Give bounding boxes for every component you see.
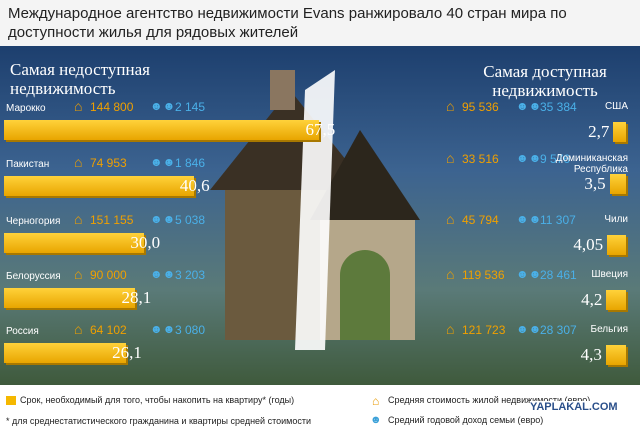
country: Доминиканская Республика (555, 153, 628, 175)
years-label: 4,3 (580, 345, 602, 364)
price: 144 800 (90, 100, 134, 114)
income: 3 080 (175, 323, 206, 337)
house-icon: ⌂ (74, 321, 83, 337)
income: 28 461 (540, 268, 577, 282)
income: 11 307 (540, 213, 576, 227)
footnote: * для среднестатистического гражданина и… (6, 416, 311, 426)
bar (609, 174, 626, 194)
price: 45 794 (462, 213, 499, 227)
country: Пакистан (6, 159, 50, 170)
price: 90 000 (90, 268, 127, 282)
price: 95 536 (462, 100, 499, 114)
people-icon: ☻☻ (516, 151, 542, 165)
country: Швеция (591, 269, 628, 280)
legend-years: Срок, необходимый для того, чтобы накопи… (20, 395, 295, 405)
people-icon: ☻☻ (516, 99, 542, 113)
income: 2 145 (175, 100, 206, 114)
house-icon: ⌂ (446, 150, 455, 166)
people-icon: ☻☻ (150, 155, 176, 169)
house-icon: ⌂ (446, 321, 455, 337)
price: 151 155 (90, 213, 134, 227)
country: Черногория (6, 216, 61, 227)
people-icon: ☻☻ (150, 322, 176, 336)
legend-people-icon: ☻ (370, 414, 382, 426)
house-icon: ⌂ (74, 266, 83, 282)
legend-house-icon: ⌂ (372, 394, 380, 408)
legend-swatch (6, 396, 16, 405)
country: Чили (604, 214, 628, 225)
price: 119 536 (462, 268, 505, 282)
house-illustration (210, 70, 420, 350)
house-icon: ⌂ (446, 211, 455, 227)
title: Международное агентство недвижимости Eva… (8, 5, 567, 41)
years-label: 4,05 (573, 235, 604, 254)
legend-income: Средний годовой доход семьи (евро) (388, 415, 544, 425)
house-icon: ⌂ (446, 98, 455, 114)
years-label: 40,6 (179, 176, 210, 195)
bar (4, 176, 194, 196)
income: 1 846 (175, 156, 206, 170)
price: 74 953 (90, 156, 127, 170)
years-label: 2,7 (588, 122, 610, 141)
house-icon: ⌂ (74, 211, 83, 227)
bar (613, 122, 626, 142)
people-icon: ☻☻ (150, 267, 176, 281)
bar (4, 233, 145, 253)
income: 35 384 (540, 100, 577, 114)
bar (4, 343, 126, 363)
right-heading: Самая доступная недвижимость (483, 62, 607, 100)
years-label: 30,0 (130, 233, 161, 252)
country: Бельгия (590, 324, 629, 335)
country: Россия (6, 326, 39, 337)
left-heading: Самая недоступная недвижимость (10, 60, 150, 98)
house-icon: ⌂ (446, 266, 455, 282)
years-label: 4,2 (581, 290, 603, 309)
country: Белоруссия (6, 271, 61, 282)
income: 9 576 (540, 152, 571, 166)
years-label: 28,1 (121, 288, 152, 307)
bar (605, 345, 626, 365)
bar (4, 288, 136, 308)
house-icon: ⌂ (74, 154, 83, 170)
people-icon: ☻☻ (516, 322, 542, 336)
price: 64 102 (90, 323, 127, 337)
house-icon: ⌂ (74, 98, 83, 114)
years-label: 67,5 (305, 120, 336, 139)
legend-price: Средняя стоимость жилой недвижимости (ев… (388, 395, 591, 405)
people-icon: ☻☻ (150, 212, 176, 226)
people-icon: ☻☻ (516, 267, 542, 281)
country: США (604, 101, 628, 112)
legend: Срок, необходимый для того, чтобы накопи… (0, 385, 640, 437)
people-icon: ☻☻ (150, 99, 176, 113)
price: 121 723 (462, 323, 506, 337)
bar (4, 120, 320, 140)
watermark: YAPLAKAL.COM (530, 401, 618, 413)
income: 3 203 (175, 268, 206, 282)
bar (606, 290, 626, 310)
country: Марокко (6, 103, 46, 114)
people-icon: ☻☻ (516, 212, 542, 226)
price: 33 516 (462, 152, 499, 166)
bar (607, 235, 626, 255)
income: 5 038 (175, 213, 206, 227)
income: 28 307 (540, 323, 577, 337)
years-label: 3,5 (584, 174, 606, 193)
years-label: 26,1 (112, 343, 142, 362)
